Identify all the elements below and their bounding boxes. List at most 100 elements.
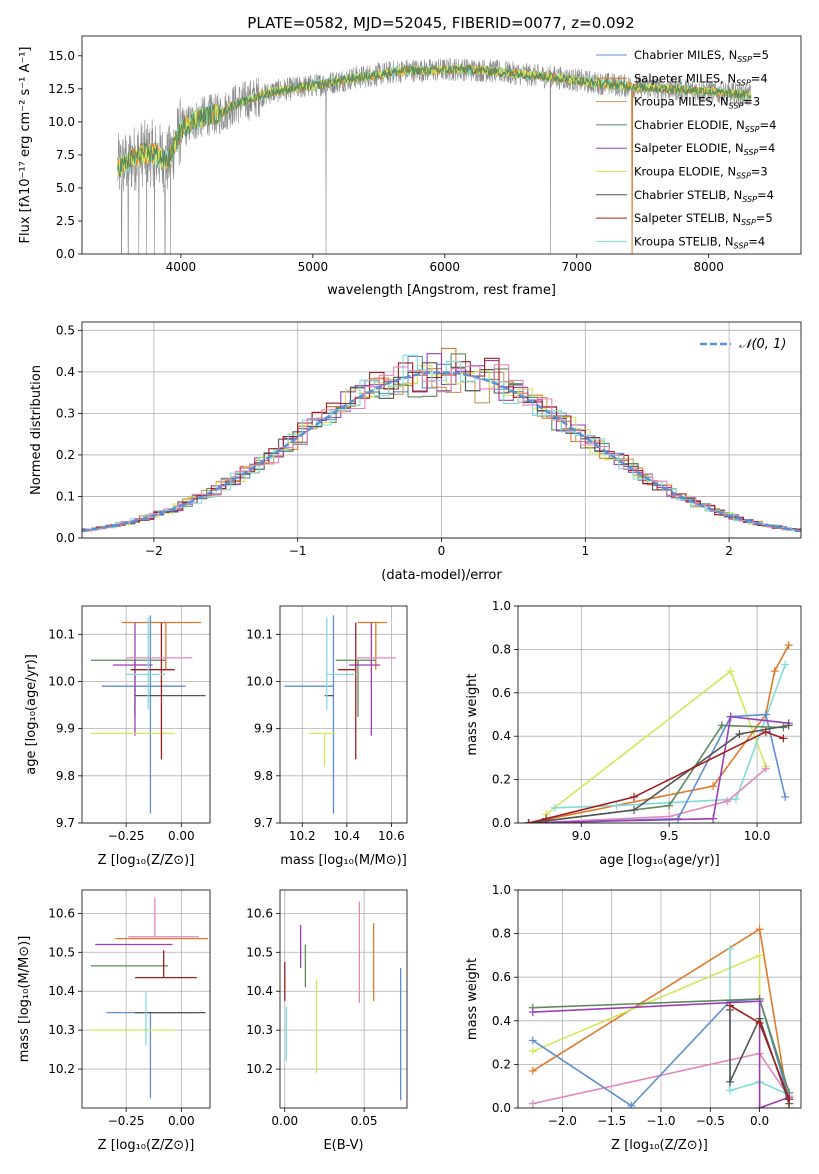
- age-vs-Z-ytick-label: 9.8: [56, 769, 75, 783]
- residual-histogram: [82, 354, 801, 532]
- weight-vs-Z-axes: −2.0 −1.5 −1.0 −0.5 0.0 0.0 0.2 0.4 0.6 0.8 1.0: [492, 883, 801, 1128]
- weight-vs-Z-ytick-label: 1.0: [492, 883, 511, 897]
- age-vs-mass-ytick-label: 9.9: [254, 722, 273, 736]
- mass-vs-EBV-ytick-label: 10.5: [246, 945, 273, 959]
- age-vs-Z-ytick-label: 10.0: [48, 674, 75, 688]
- residuals-frame: [81, 321, 802, 539]
- weight-vs-Z-point-marker: [755, 1104, 764, 1108]
- weight-vs-Z-series-line: [532, 1000, 790, 1108]
- age-vs-Z-axes: −0.25 0.00 9.7 9.8 9.9 10.0 10.1: [48, 606, 210, 843]
- weight-vs-Z-point-marker: [755, 997, 764, 1006]
- age-vs-mass-plot-area: [284, 615, 396, 814]
- weight-vs-Z-point-marker: [528, 1066, 537, 1075]
- mass-vs-Z-errorbar: [134, 950, 197, 979]
- weight-vs-Z-xlabel: Z [log₁₀(Z/Z⊙)]: [611, 1138, 708, 1153]
- mass-vs-Z-ytick-label: 10.3: [48, 1023, 75, 1037]
- weight-vs-age-series-line: [554, 664, 786, 809]
- weight-vs-Z-point-marker: [528, 1008, 537, 1017]
- weight-vs-age-point-marker: [779, 734, 788, 743]
- spectrum-xtick-label: 6000: [430, 260, 461, 274]
- age-vs-Z-frame: [81, 605, 211, 824]
- mass-vs-EBV-plot-area: [284, 901, 402, 1101]
- weight-vs-Z-xtick-label: −2.0: [548, 1114, 577, 1128]
- mass-vs-Z-ylabel: mass [log₁₀(M/M⊙)]: [17, 936, 32, 1063]
- weight-vs-age-point-marker: [726, 712, 735, 721]
- residuals-xtick-label: −1: [289, 544, 307, 558]
- age-vs-Z-errorbar: [130, 622, 175, 760]
- weight-vs-age-point-marker: [524, 819, 533, 823]
- age-vs-Z-ytick-label: 9.7: [56, 816, 75, 830]
- weight-vs-age-point-marker: [612, 801, 621, 810]
- weight-vs-Z-ytick-label: 0.4: [492, 1014, 511, 1028]
- age-vs-mass-xtick-label: 10.6: [378, 829, 405, 843]
- weight-vs-age-point-marker: [770, 667, 779, 676]
- weight-vs-age-axes: 9.0 9.5 10.0 0.0 0.2 0.4 0.6 0.8 1.0: [492, 599, 801, 843]
- age-vs-mass-xtick-label: 10.4: [333, 829, 360, 843]
- mass-vs-EBV-ytick-label: 10.4: [246, 984, 273, 998]
- residuals-ylabel: Normed distribution: [29, 365, 44, 495]
- spectrum-ytick-label: 5.0: [56, 181, 75, 195]
- weight-vs-age-ytick-label: 1.0: [492, 599, 511, 613]
- residuals-ytick-label: 0.5: [56, 323, 75, 337]
- spectrum-ytick-label: 10.0: [48, 115, 75, 129]
- weight-vs-age-point-marker: [735, 730, 744, 739]
- spectrum-legend-entry: Chabrier ELODIE, NSSP=4: [596, 118, 776, 134]
- weight-vs-Z-xtick-label: −1.5: [597, 1114, 626, 1128]
- mass-vs-Z-frame: [81, 889, 211, 1109]
- spectrum-xtick-label: 7000: [561, 260, 592, 274]
- weight-vs-Z-point-marker: [528, 1036, 537, 1045]
- weight-vs-age-point-marker: [781, 660, 790, 669]
- age-vs-Z-ytick-label: 9.9: [56, 722, 75, 736]
- weight-vs-age-point-marker: [781, 792, 790, 801]
- spectrum-ylabel: Flux [fλ10⁻¹⁷ erg cm⁻² s⁻¹ A⁻¹]: [18, 47, 33, 244]
- spectrum-legend-entry: Kroupa ELODIE, NSSP=3: [596, 165, 768, 181]
- spectrum-model-line: [117, 63, 752, 178]
- weight-vs-age-point-marker: [709, 814, 718, 823]
- weight-vs-age-xtick-label: 9.5: [660, 829, 679, 843]
- spectrum-legend-entry: Chabrier STELIB, NSSP=4: [596, 188, 774, 204]
- weight-vs-age-point-marker: [761, 727, 770, 736]
- weight-vs-age-point-marker: [761, 764, 770, 773]
- weight-vs-Z-point-marker: [755, 1018, 764, 1027]
- spectrum-xtick-label: 4000: [166, 260, 197, 274]
- age-vs-Z-errorbar: [101, 615, 186, 814]
- mass-vs-EBV-ytick-label: 10.6: [246, 906, 273, 920]
- spectrum-ytick-label: 7.5: [56, 148, 75, 162]
- mass-vs-Z-ytick-label: 10.2: [48, 1062, 75, 1076]
- residuals-legend-label: 𝒩(0, 1): [739, 337, 786, 352]
- spectrum-legend-label: Kroupa ELODIE, NSSP=3: [634, 165, 768, 181]
- spectrum-ytick-label: 12.5: [48, 82, 75, 96]
- weight-vs-Z-point-marker: [726, 1077, 735, 1086]
- mass-vs-EBV-ytick-label: 10.2: [246, 1062, 273, 1076]
- mass-vs-Z-plot-area: [90, 897, 208, 1099]
- mass-vs-Z-xtick-label: −0.25: [108, 1114, 145, 1128]
- weight-vs-Z-point-marker: [528, 1099, 537, 1108]
- weight-vs-age-series-line: [528, 724, 789, 823]
- spectrum-legend-label: Chabrier ELODIE, NSSP=4: [634, 118, 776, 134]
- weight-vs-Z-ytick-label: 0.8: [492, 927, 511, 941]
- spectrum-ytick-label: 2.5: [56, 214, 75, 228]
- weight-vs-Z-xtick-label: −0.5: [696, 1114, 725, 1128]
- spectrum-xtick-label: 8000: [693, 260, 724, 274]
- residuals-ytick-label: 0.2: [56, 448, 75, 462]
- age-vs-mass-errorbar: [284, 615, 335, 814]
- spectrum-legend-label: Salpeter MILES, NSSP=4: [634, 71, 768, 87]
- weight-vs-age-ytick-label: 0.8: [492, 642, 511, 656]
- spectrum-legend-label: Salpeter STELIB, NSSP=5: [634, 211, 773, 227]
- spectrum-axes: 4000 5000 6000 7000 8000 0.0 2.5 5.0 7.5 10.0 12.5…: [48, 49, 724, 274]
- spectrum-legend-label: Chabrier MILES, NSSP=5: [634, 48, 769, 64]
- spectrum-legend-entry: Salpeter STELIB, NSSP=5: [596, 211, 773, 227]
- residuals-ytick-label: 0.1: [56, 489, 75, 503]
- weight-vs-age-ytick-label: 0.6: [492, 686, 511, 700]
- mass-vs-Z-errorbar: [128, 897, 199, 938]
- age-vs-Z-ytick-label: 10.1: [48, 627, 75, 641]
- residuals-ytick-label: 0.0: [56, 531, 75, 545]
- weight-vs-age-point-marker: [717, 721, 726, 730]
- weight-vs-age-ytick-label: 0.2: [492, 773, 511, 787]
- weight-vs-Z-ytick-label: 0.0: [492, 1101, 511, 1115]
- weight-vs-age-xtick-label: 10.0: [744, 829, 771, 843]
- spectrum-frame: [81, 35, 802, 255]
- age-vs-mass-errorbar: [326, 617, 356, 710]
- age-vs-mass-errorbar: [308, 732, 336, 767]
- spectrum-ytick-label: 0.0: [56, 247, 75, 261]
